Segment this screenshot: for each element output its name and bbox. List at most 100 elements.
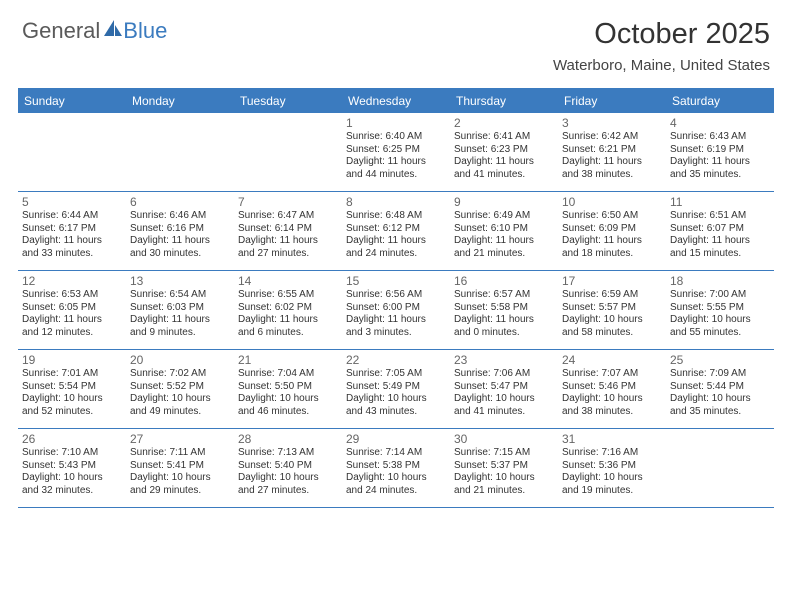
day-info-line: Sunrise: 6:51 AM <box>670 210 770 223</box>
dow-cell: Wednesday <box>342 90 450 113</box>
day-info-line: Sunset: 6:21 PM <box>562 144 662 157</box>
day-info-line: Daylight: 11 hours <box>454 314 554 327</box>
calendar-day: 26Sunrise: 7:10 AMSunset: 5:43 PMDayligh… <box>18 429 126 507</box>
day-number: 31 <box>562 432 662 446</box>
day-info-line: and 33 minutes. <box>22 248 122 261</box>
day-info-line: and 0 minutes. <box>454 327 554 340</box>
day-info-line: Sunrise: 7:06 AM <box>454 368 554 381</box>
day-info-line: Daylight: 10 hours <box>130 393 230 406</box>
calendar-day: 30Sunrise: 7:15 AMSunset: 5:37 PMDayligh… <box>450 429 558 507</box>
calendar-day <box>18 113 126 191</box>
calendar-week: 26Sunrise: 7:10 AMSunset: 5:43 PMDayligh… <box>18 429 774 508</box>
day-info-line: and 15 minutes. <box>670 248 770 261</box>
day-info-line: and 3 minutes. <box>346 327 446 340</box>
day-info-line: and 44 minutes. <box>346 169 446 182</box>
day-number: 6 <box>130 195 230 209</box>
day-info-line: Sunset: 5:43 PM <box>22 460 122 473</box>
day-info-line: and 32 minutes. <box>22 485 122 498</box>
day-info-line: and 30 minutes. <box>130 248 230 261</box>
day-info-line: Daylight: 11 hours <box>22 235 122 248</box>
day-info-line: Sunset: 5:49 PM <box>346 381 446 394</box>
day-info-line: Sunset: 5:37 PM <box>454 460 554 473</box>
dow-cell: Friday <box>558 90 666 113</box>
day-info-line: and 46 minutes. <box>238 406 338 419</box>
day-number: 9 <box>454 195 554 209</box>
day-info-line: Sunrise: 7:14 AM <box>346 447 446 460</box>
calendar-day: 11Sunrise: 6:51 AMSunset: 6:07 PMDayligh… <box>666 192 774 270</box>
day-info-line: Sunset: 5:47 PM <box>454 381 554 394</box>
day-info-line: Daylight: 11 hours <box>346 314 446 327</box>
day-info-line: Sunrise: 6:59 AM <box>562 289 662 302</box>
calendar-day: 3Sunrise: 6:42 AMSunset: 6:21 PMDaylight… <box>558 113 666 191</box>
day-number: 17 <box>562 274 662 288</box>
day-info-line: Daylight: 10 hours <box>670 314 770 327</box>
dow-cell: Thursday <box>450 90 558 113</box>
day-number: 16 <box>454 274 554 288</box>
day-info-line: Daylight: 10 hours <box>562 393 662 406</box>
day-info-line: Daylight: 11 hours <box>562 156 662 169</box>
day-info-line: Sunrise: 6:42 AM <box>562 131 662 144</box>
day-info-line: Daylight: 10 hours <box>22 472 122 485</box>
day-info-line: Sunset: 5:38 PM <box>346 460 446 473</box>
day-info-line: Sunset: 6:16 PM <box>130 223 230 236</box>
dow-cell: Tuesday <box>234 90 342 113</box>
calendar-day: 9Sunrise: 6:49 AMSunset: 6:10 PMDaylight… <box>450 192 558 270</box>
day-info-line: Daylight: 11 hours <box>454 235 554 248</box>
logo-text-general: General <box>22 18 100 44</box>
logo-sail-icon <box>103 20 123 43</box>
day-info-line: Daylight: 11 hours <box>22 314 122 327</box>
day-number: 14 <box>238 274 338 288</box>
day-info-line: Sunset: 5:44 PM <box>670 381 770 394</box>
day-info-line: Sunset: 6:09 PM <box>562 223 662 236</box>
dow-cell: Monday <box>126 90 234 113</box>
calendar-day <box>666 429 774 507</box>
day-info-line: Daylight: 10 hours <box>22 393 122 406</box>
day-info-line: Daylight: 10 hours <box>562 314 662 327</box>
day-info-line: and 35 minutes. <box>670 169 770 182</box>
day-info-line: Sunrise: 6:55 AM <box>238 289 338 302</box>
day-number: 22 <box>346 353 446 367</box>
day-info-line: and 12 minutes. <box>22 327 122 340</box>
day-info-line: and 21 minutes. <box>454 485 554 498</box>
calendar-day: 1Sunrise: 6:40 AMSunset: 6:25 PMDaylight… <box>342 113 450 191</box>
calendar-day: 25Sunrise: 7:09 AMSunset: 5:44 PMDayligh… <box>666 350 774 428</box>
day-info-line: Sunrise: 6:43 AM <box>670 131 770 144</box>
day-info-line: and 58 minutes. <box>562 327 662 340</box>
day-number: 18 <box>670 274 770 288</box>
day-info-line: Daylight: 10 hours <box>238 393 338 406</box>
calendar-day: 24Sunrise: 7:07 AMSunset: 5:46 PMDayligh… <box>558 350 666 428</box>
day-number: 19 <box>22 353 122 367</box>
day-info-line: Daylight: 10 hours <box>346 472 446 485</box>
calendar-day: 10Sunrise: 6:50 AMSunset: 6:09 PMDayligh… <box>558 192 666 270</box>
day-info-line: Sunrise: 7:10 AM <box>22 447 122 460</box>
calendar-day: 7Sunrise: 6:47 AMSunset: 6:14 PMDaylight… <box>234 192 342 270</box>
day-info-line: Sunrise: 7:15 AM <box>454 447 554 460</box>
day-info-line: Sunset: 5:50 PM <box>238 381 338 394</box>
logo-text-blue: Blue <box>123 18 167 44</box>
day-info-line: Daylight: 11 hours <box>562 235 662 248</box>
day-info-line: and 24 minutes. <box>346 248 446 261</box>
day-info-line: Sunset: 5:55 PM <box>670 302 770 315</box>
calendar-day: 18Sunrise: 7:00 AMSunset: 5:55 PMDayligh… <box>666 271 774 349</box>
day-info-line: and 24 minutes. <box>346 485 446 498</box>
day-info-line: Sunrise: 6:41 AM <box>454 131 554 144</box>
day-info-line: Sunset: 5:41 PM <box>130 460 230 473</box>
day-info-line: Sunset: 5:46 PM <box>562 381 662 394</box>
calendar-day <box>126 113 234 191</box>
day-number: 13 <box>130 274 230 288</box>
day-info-line: Sunset: 6:02 PM <box>238 302 338 315</box>
day-info-line: Daylight: 10 hours <box>670 393 770 406</box>
calendar-day: 16Sunrise: 6:57 AMSunset: 5:58 PMDayligh… <box>450 271 558 349</box>
day-info-line: Daylight: 10 hours <box>130 472 230 485</box>
day-number: 12 <box>22 274 122 288</box>
day-info-line: Sunrise: 7:13 AM <box>238 447 338 460</box>
day-info-line: Daylight: 11 hours <box>346 156 446 169</box>
day-info-line: Sunrise: 6:50 AM <box>562 210 662 223</box>
title-block: October 2025 Waterboro, Maine, United St… <box>553 18 770 74</box>
day-info-line: Sunset: 6:14 PM <box>238 223 338 236</box>
day-info-line: Sunset: 5:58 PM <box>454 302 554 315</box>
day-number: 3 <box>562 116 662 130</box>
calendar-day: 8Sunrise: 6:48 AMSunset: 6:12 PMDaylight… <box>342 192 450 270</box>
day-info-line: Daylight: 11 hours <box>130 235 230 248</box>
day-info-line: Sunset: 6:07 PM <box>670 223 770 236</box>
